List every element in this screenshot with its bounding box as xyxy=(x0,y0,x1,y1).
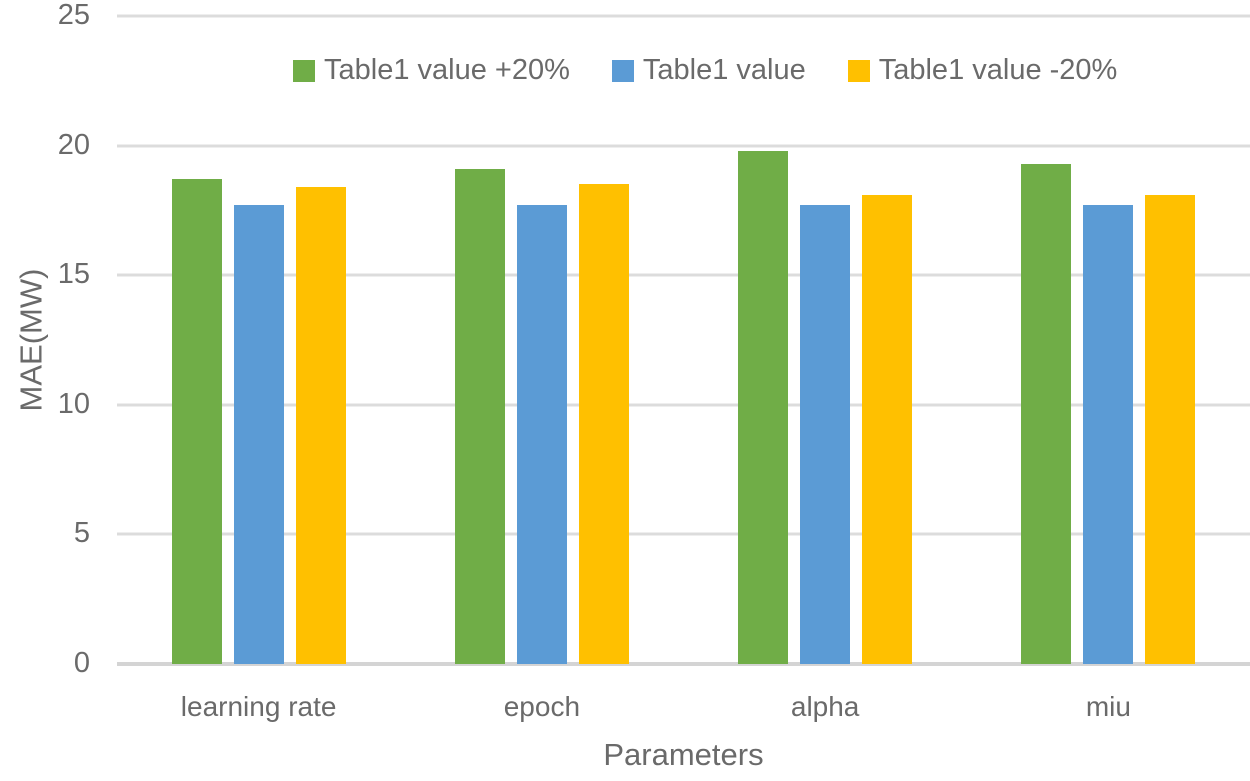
y-tick-label: 25 xyxy=(57,0,90,31)
legend-item: Table1 value +20% xyxy=(293,54,570,87)
bar-group xyxy=(738,150,913,664)
y-axis-tick-labels: 0 5 10 15 20 25 xyxy=(0,0,100,679)
bar xyxy=(1021,163,1072,664)
y-tick-label: 15 xyxy=(57,258,90,291)
x-axis-line xyxy=(117,662,1250,666)
bar xyxy=(862,194,913,664)
legend-swatch-icon xyxy=(847,59,870,82)
x-axis-title: Parameters xyxy=(603,737,764,772)
bar-group xyxy=(171,179,346,664)
chart-legend: Table1 value +20% Table1 value Table1 valu… xyxy=(293,54,1117,87)
gridline xyxy=(117,14,1250,18)
legend-item: Table1 value -20% xyxy=(847,54,1118,87)
plot-area xyxy=(117,14,1250,666)
legend-label: Table1 value +20% xyxy=(324,54,570,86)
gridline xyxy=(117,403,1250,407)
x-category-label: miu xyxy=(1085,691,1131,722)
bar xyxy=(578,184,629,664)
x-category-label: epoch xyxy=(503,691,581,722)
legend-item: Table1 value xyxy=(611,54,806,87)
bar xyxy=(1145,194,1196,664)
y-tick-label: 5 xyxy=(73,517,90,550)
bar xyxy=(738,150,789,664)
bar xyxy=(454,168,505,664)
bar xyxy=(800,205,851,664)
bar xyxy=(516,205,567,664)
legend-swatch-icon xyxy=(293,59,315,82)
gridline xyxy=(117,273,1250,277)
y-tick-label: 20 xyxy=(57,128,90,161)
legend-label: Table1 value -20% xyxy=(878,54,1118,86)
bar xyxy=(1083,205,1134,664)
bar-group xyxy=(454,168,629,664)
legend-swatch-icon xyxy=(611,59,634,82)
x-category-label: learning rate xyxy=(180,691,337,722)
bar xyxy=(233,205,284,664)
bar-group xyxy=(1021,163,1196,664)
bar xyxy=(171,179,222,664)
x-category-label: alpha xyxy=(790,691,860,722)
legend-label: Table1 value xyxy=(642,54,806,86)
gridline xyxy=(117,532,1250,536)
gridline xyxy=(117,144,1250,148)
y-tick-label: 10 xyxy=(57,387,90,420)
bar xyxy=(295,187,346,664)
y-tick-label: 0 xyxy=(73,646,90,679)
